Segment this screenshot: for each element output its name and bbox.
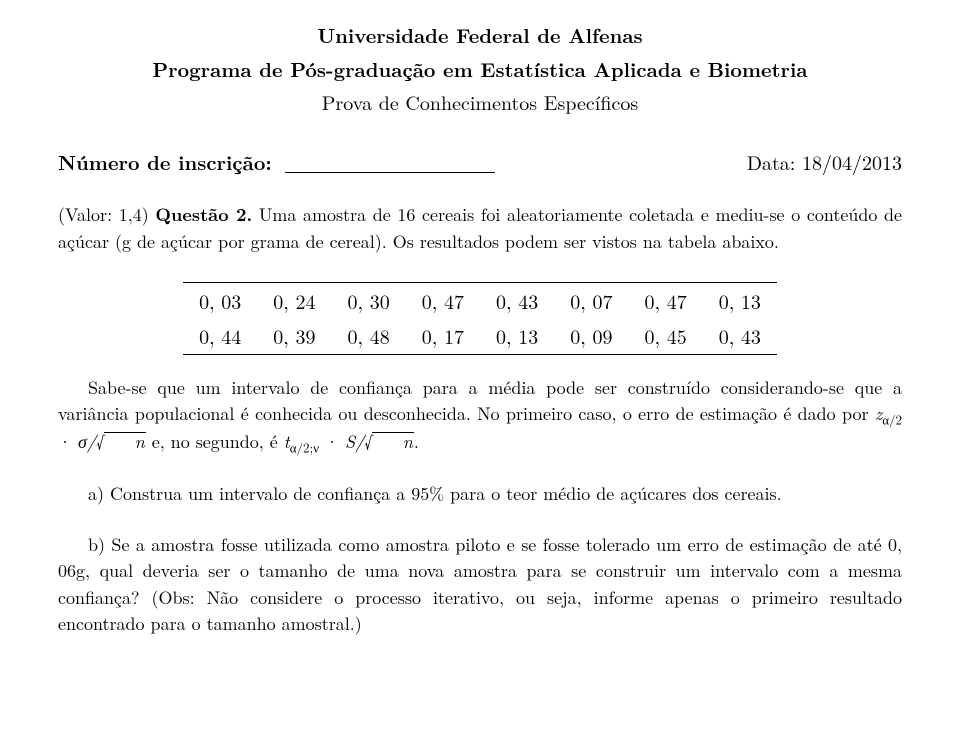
sym-n2: n [372, 432, 414, 451]
table-cell: 0, 13 [480, 318, 554, 354]
item-b: b) Se a amostra fosse utilizada como amo… [58, 532, 902, 639]
sym-dot2: · [319, 429, 345, 454]
table-cell: 0, 43 [480, 282, 554, 318]
table-cell: 0, 48 [332, 318, 406, 354]
question-label: Questão 2. [155, 202, 252, 227]
table-cell: 0, 13 [703, 282, 777, 318]
exam-page: Universidade Federal de Alfenas Programa… [0, 0, 960, 638]
sym-n1: n [104, 432, 146, 451]
explain-paragraph: Sabe-se que um intervalo de confiança pa… [58, 375, 902, 457]
question-intro: (Valor: 1,4) Questão 2. Uma amostra de 1… [58, 202, 902, 255]
sym-t-sub: α/2;ν [290, 438, 319, 457]
sym-dot1: · [58, 429, 78, 454]
header-line2: Programa de Pós-graduação em Estatística… [58, 54, 902, 84]
table-cell: 0, 03 [183, 282, 257, 318]
sym-sigma: σ/ [78, 429, 96, 454]
sym-z-sub: α/2 [882, 410, 902, 429]
inscricao-date: Data: 18/04/2013 [747, 147, 902, 177]
inscricao-blank-line [285, 152, 495, 173]
table-cell: 0, 07 [554, 282, 628, 318]
table-cell: 0, 24 [257, 282, 331, 318]
explain-text-1: Sabe-se que um intervalo de confiança pa… [58, 375, 902, 427]
item-a: a) Construa um intervalo de confiança a … [58, 481, 902, 508]
data-table-wrap: 0, 03 0, 24 0, 30 0, 47 0, 43 0, 07 0, 4… [183, 282, 777, 355]
table-cell: 0, 47 [406, 282, 480, 318]
table-cell: 0, 47 [628, 282, 702, 318]
data-table: 0, 03 0, 24 0, 30 0, 47 0, 43 0, 07 0, 4… [183, 282, 777, 355]
inscricao-row: Número de inscrição: Data: 18/04/2013 [58, 147, 902, 177]
header-line3: Prova de Conhecimentos Específicos [58, 87, 902, 117]
table-row: 0, 03 0, 24 0, 30 0, 47 0, 43 0, 07 0, 4… [183, 282, 777, 318]
table-cell: 0, 45 [628, 318, 702, 354]
sym-S: S/ [345, 429, 364, 454]
table-cell: 0, 44 [183, 318, 257, 354]
table-cell: 0, 43 [703, 318, 777, 354]
table-cell: 0, 17 [406, 318, 480, 354]
question-valor: (Valor: 1,4) [58, 202, 155, 227]
explain-text-mid: e, no segundo, é [146, 429, 284, 454]
table-row: 0, 44 0, 39 0, 48 0, 17 0, 13 0, 09 0, 4… [183, 318, 777, 354]
inscricao-label: Número de inscrição: [58, 147, 279, 177]
table-cell: 0, 09 [554, 318, 628, 354]
table-cell: 0, 30 [332, 282, 406, 318]
explain-text-end: . [414, 429, 419, 454]
header-line1: Universidade Federal de Alfenas [58, 20, 902, 50]
table-cell: 0, 39 [257, 318, 331, 354]
